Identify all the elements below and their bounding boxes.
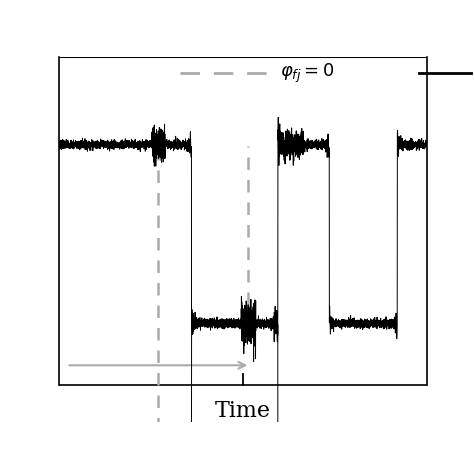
Text: Time: Time bbox=[215, 400, 271, 422]
Text: $\varphi_{fj} = 0$: $\varphi_{fj} = 0$ bbox=[280, 62, 334, 85]
